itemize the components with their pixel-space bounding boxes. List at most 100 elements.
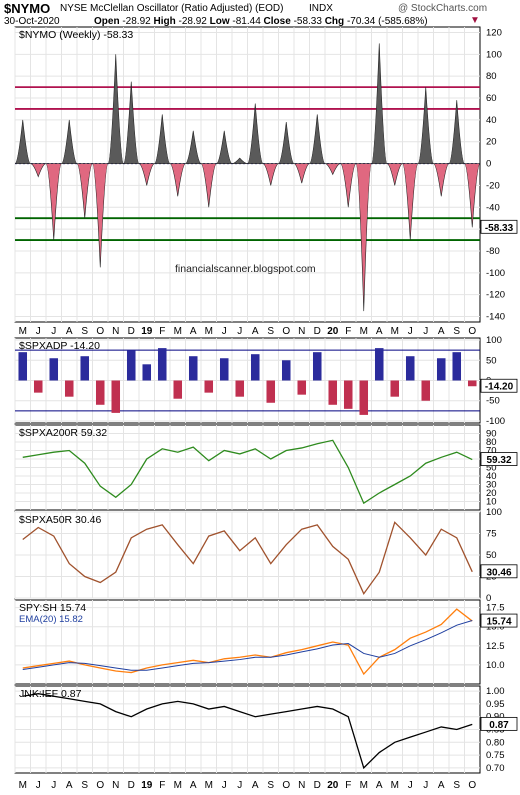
nymo-area-segment bbox=[216, 130, 233, 164]
nymo-area-segment bbox=[138, 163, 155, 186]
month-tick-label: A bbox=[66, 780, 73, 791]
adp-bar bbox=[18, 352, 28, 381]
panel-label: JNK:IEF 0.87 bbox=[19, 688, 82, 700]
y-tick-label: 40 bbox=[486, 115, 497, 126]
adp-bar bbox=[204, 380, 214, 393]
month-tick-label: M bbox=[19, 326, 27, 337]
chart-symbol: $NYMO bbox=[4, 1, 51, 16]
adp-bar bbox=[436, 358, 446, 381]
nymo-area-segment bbox=[355, 163, 372, 312]
y-tick-label: 12.5 bbox=[486, 641, 505, 652]
month-tick-label: A bbox=[252, 326, 259, 337]
y-tick-label: 50 bbox=[486, 463, 497, 474]
month-tick-label: J bbox=[222, 780, 227, 791]
nymo-area-segment bbox=[154, 114, 171, 164]
stockcharts-watermark: @ StockCharts.com bbox=[398, 3, 488, 14]
month-tick-label: F bbox=[345, 326, 351, 337]
month-tick-label: J bbox=[237, 326, 242, 337]
month-tick-label: N bbox=[298, 326, 305, 337]
month-tick-label: D bbox=[128, 780, 135, 791]
y-tick-label: -100 bbox=[486, 416, 505, 427]
adp-bar bbox=[312, 352, 322, 381]
month-tick-label: J bbox=[408, 780, 413, 791]
high-value: -28.92 bbox=[178, 16, 207, 27]
nymo-area-segment bbox=[417, 87, 434, 164]
y-tick-label: 20 bbox=[486, 488, 497, 499]
y-tick-label: 100 bbox=[486, 335, 502, 346]
dropdown-arrow-icon[interactable]: ▼ bbox=[470, 15, 480, 26]
y-tick-label: 30 bbox=[486, 480, 497, 491]
month-tick-label: O bbox=[282, 780, 290, 791]
month-tick-label: M bbox=[19, 780, 27, 791]
y-tick-label: 50 bbox=[486, 355, 497, 366]
adp-bar bbox=[188, 356, 198, 381]
last-value-badge bbox=[480, 613, 518, 628]
nymo-area-segment bbox=[464, 163, 481, 228]
nymo-area-segment bbox=[14, 119, 31, 164]
nymo-area-segment bbox=[169, 163, 186, 197]
y-tick-label: 100 bbox=[486, 507, 502, 518]
adp-bar bbox=[467, 380, 477, 387]
spxa200-line bbox=[22, 439, 473, 505]
open-label: Open bbox=[94, 16, 120, 27]
last-value-label: -58.33 bbox=[485, 223, 514, 234]
nymo-area-segment bbox=[76, 163, 93, 219]
last-value-badge bbox=[480, 452, 518, 466]
last-value-badge bbox=[480, 564, 518, 579]
last-value-label: -14.20 bbox=[485, 382, 514, 393]
month-tick-label: J bbox=[423, 780, 428, 791]
y-tick-label: -100 bbox=[486, 268, 505, 279]
y-tick-label: 0 bbox=[486, 593, 491, 604]
month-tick-label: O bbox=[468, 326, 476, 337]
month-tick-label: J bbox=[237, 780, 242, 791]
y-tick-label: -80 bbox=[486, 246, 500, 257]
month-tick-label: D bbox=[314, 326, 321, 337]
high-label: High bbox=[153, 16, 176, 27]
panel-label: $SPXADP -14.20 bbox=[19, 340, 100, 352]
adp-bar bbox=[281, 360, 291, 381]
y-tick-label: 10.0 bbox=[486, 660, 505, 671]
y-tick-label: -140 bbox=[486, 312, 505, 323]
month-tick-label: J bbox=[36, 326, 41, 337]
last-value-label: 15.74 bbox=[486, 617, 511, 628]
adp-bar bbox=[359, 380, 369, 415]
last-value-label: 0.87 bbox=[489, 720, 509, 731]
last-value-label: 59.32 bbox=[486, 455, 511, 466]
nymo-area-segment bbox=[61, 119, 78, 164]
y-tick-label: 0.80 bbox=[486, 737, 505, 748]
month-tick-label: M bbox=[391, 326, 399, 337]
nymo-area-segment bbox=[262, 163, 279, 186]
adp-bar bbox=[157, 348, 167, 381]
y-tick-label: 80 bbox=[486, 437, 497, 448]
exchange-label: INDX bbox=[309, 3, 333, 14]
month-tick-label: S bbox=[81, 780, 88, 791]
nymo-area-segment bbox=[293, 163, 310, 184]
adp-bar bbox=[374, 348, 384, 381]
adp-bar bbox=[64, 380, 74, 397]
adp-bar bbox=[297, 380, 307, 395]
nymo-area-segment bbox=[30, 163, 47, 178]
month-tick-label: M bbox=[205, 326, 213, 337]
y-tick-label: 0.95 bbox=[486, 699, 505, 710]
last-value-badge bbox=[480, 716, 518, 731]
nymo-area-segment bbox=[309, 114, 326, 164]
ohlc-readout: Open -28.92 High -28.92 Low -81.44 Close… bbox=[94, 16, 428, 27]
nymo-area-segment bbox=[123, 81, 140, 164]
month-tick-label: A bbox=[376, 326, 383, 337]
adp-bar bbox=[111, 380, 121, 413]
y-tick-label: 0.70 bbox=[486, 763, 505, 774]
nymo-area-segment bbox=[433, 163, 450, 197]
nymo-area-segment bbox=[340, 163, 357, 208]
chart-date: 30-Oct-2020 bbox=[4, 16, 60, 27]
nymo-area-segment bbox=[371, 43, 388, 164]
month-tick-label: 19 bbox=[141, 780, 153, 791]
month-tick-label: N bbox=[112, 326, 119, 337]
y-tick-label: 90 bbox=[486, 429, 497, 440]
month-tick-label: M bbox=[174, 780, 182, 791]
last-value-label: 30.46 bbox=[486, 567, 511, 578]
month-tick-label: J bbox=[423, 326, 428, 337]
nymo-area-segment bbox=[386, 163, 403, 186]
month-tick-label: D bbox=[314, 780, 321, 791]
month-tick-label: S bbox=[453, 780, 460, 791]
y-tick-label: 100 bbox=[486, 49, 502, 60]
